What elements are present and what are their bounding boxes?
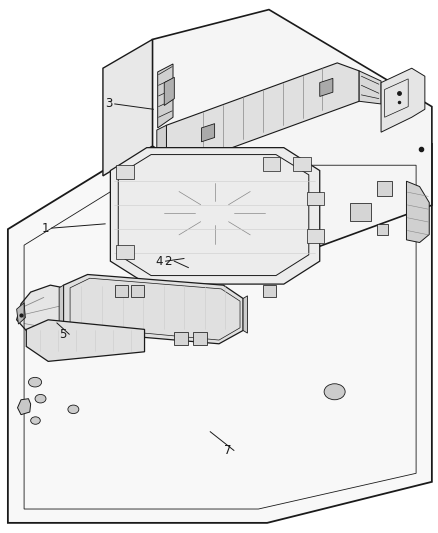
Ellipse shape xyxy=(31,417,40,424)
Polygon shape xyxy=(377,224,388,235)
Polygon shape xyxy=(320,78,333,96)
Polygon shape xyxy=(406,181,429,243)
Text: 1: 1 xyxy=(42,222,49,235)
Text: 2: 2 xyxy=(165,255,172,268)
Polygon shape xyxy=(377,181,392,196)
Ellipse shape xyxy=(200,203,230,223)
Polygon shape xyxy=(18,399,31,415)
Polygon shape xyxy=(293,157,311,171)
Text: 4: 4 xyxy=(156,255,163,268)
Polygon shape xyxy=(103,39,152,176)
Polygon shape xyxy=(166,63,359,164)
Polygon shape xyxy=(381,68,425,132)
Polygon shape xyxy=(8,144,432,523)
Text: 7: 7 xyxy=(224,444,232,457)
Ellipse shape xyxy=(324,384,345,400)
Polygon shape xyxy=(263,285,276,297)
Polygon shape xyxy=(26,320,145,361)
Polygon shape xyxy=(116,165,134,179)
Polygon shape xyxy=(243,296,247,333)
Polygon shape xyxy=(171,245,232,293)
Polygon shape xyxy=(115,285,128,297)
Polygon shape xyxy=(153,261,173,293)
Polygon shape xyxy=(307,192,324,205)
Polygon shape xyxy=(59,285,64,330)
Polygon shape xyxy=(350,203,371,221)
Polygon shape xyxy=(131,285,144,297)
Polygon shape xyxy=(17,303,25,324)
Polygon shape xyxy=(155,237,232,269)
Polygon shape xyxy=(158,64,173,128)
Polygon shape xyxy=(307,229,324,243)
Polygon shape xyxy=(116,245,134,259)
Polygon shape xyxy=(110,148,320,284)
Polygon shape xyxy=(164,77,174,106)
Ellipse shape xyxy=(28,377,42,387)
Text: 3: 3 xyxy=(105,98,113,110)
Ellipse shape xyxy=(35,394,46,403)
Text: 5: 5 xyxy=(60,328,67,341)
Polygon shape xyxy=(201,124,215,142)
Polygon shape xyxy=(153,237,232,293)
Polygon shape xyxy=(17,285,90,336)
Polygon shape xyxy=(152,10,432,249)
Polygon shape xyxy=(359,71,381,104)
Polygon shape xyxy=(64,274,243,344)
Ellipse shape xyxy=(68,405,79,414)
Polygon shape xyxy=(157,125,166,155)
Polygon shape xyxy=(193,332,207,345)
Polygon shape xyxy=(263,157,280,171)
Polygon shape xyxy=(174,332,188,345)
